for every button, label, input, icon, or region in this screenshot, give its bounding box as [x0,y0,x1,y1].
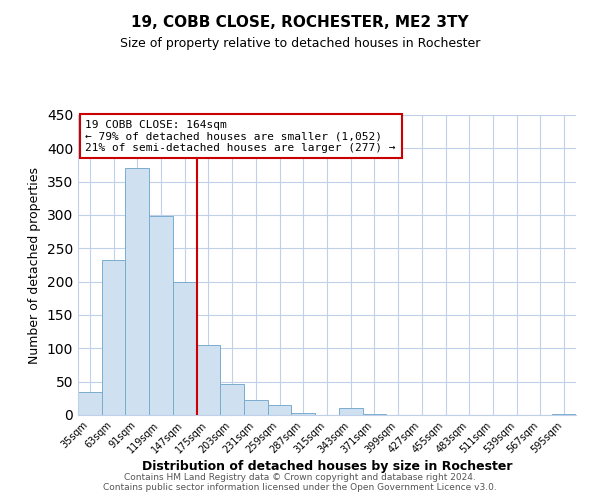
Text: Contains public sector information licensed under the Open Government Licence v3: Contains public sector information licen… [103,484,497,492]
Bar [268,405,292,415]
Bar [197,345,220,415]
Bar [125,168,149,415]
Bar [552,414,576,415]
Bar [339,408,362,415]
Bar [220,384,244,415]
Bar [78,392,102,415]
Text: Contains HM Land Registry data © Crown copyright and database right 2024.: Contains HM Land Registry data © Crown c… [124,472,476,482]
Bar [149,216,173,415]
Text: 19, COBB CLOSE, ROCHESTER, ME2 3TY: 19, COBB CLOSE, ROCHESTER, ME2 3TY [131,15,469,30]
Bar [244,400,268,415]
Bar [362,414,386,415]
Text: 19 COBB CLOSE: 164sqm
← 79% of detached houses are smaller (1,052)
21% of semi-d: 19 COBB CLOSE: 164sqm ← 79% of detached … [85,120,396,152]
Y-axis label: Number of detached properties: Number of detached properties [28,166,41,364]
Bar [102,260,125,415]
Text: Size of property relative to detached houses in Rochester: Size of property relative to detached ho… [120,38,480,51]
Bar [173,282,197,415]
Bar [292,413,315,415]
X-axis label: Distribution of detached houses by size in Rochester: Distribution of detached houses by size … [142,460,512,473]
